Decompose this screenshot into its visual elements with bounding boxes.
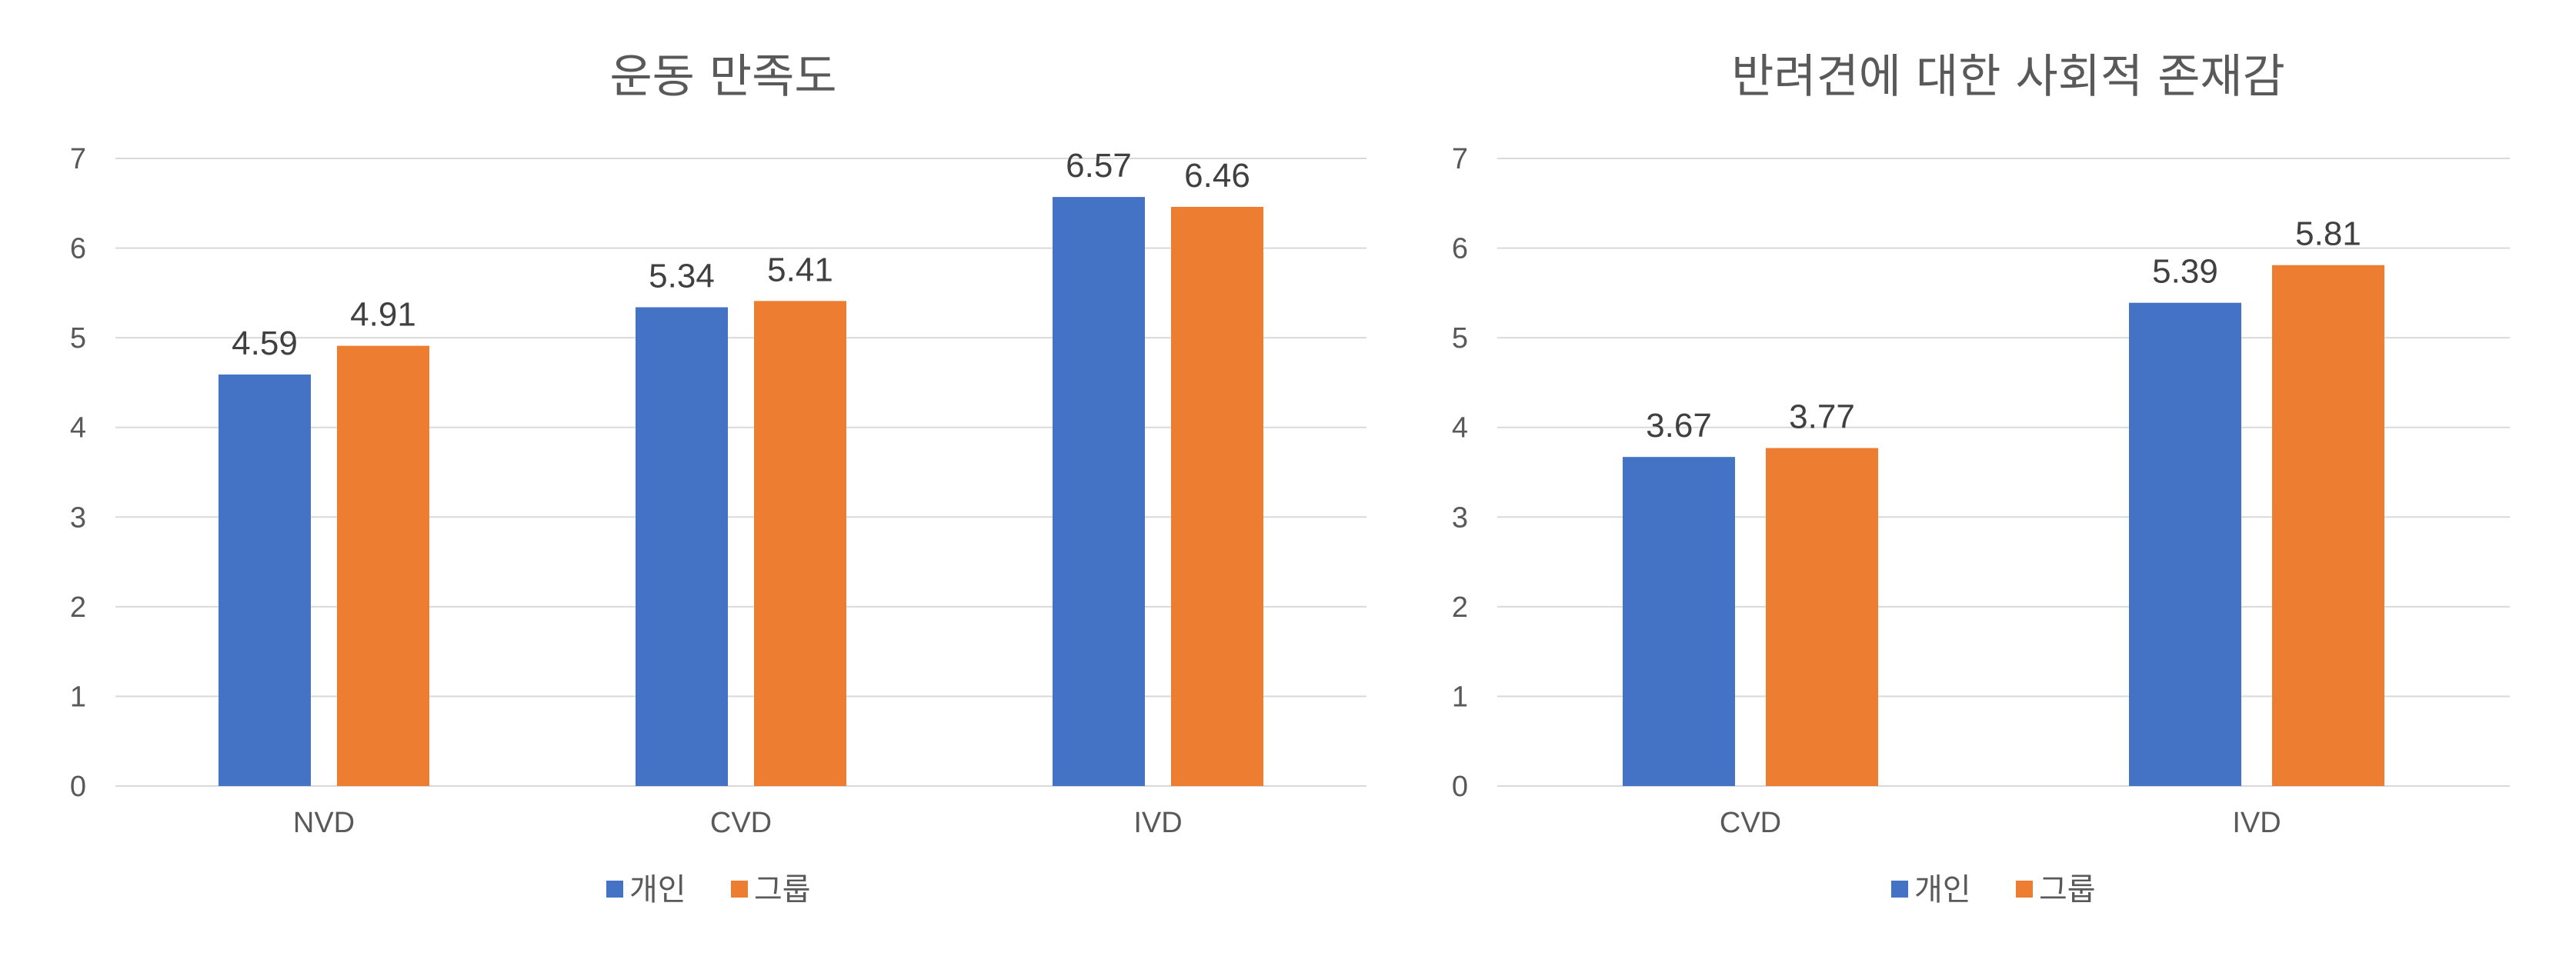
legend-label: 그룹: [754, 872, 811, 908]
y-tick-label: 2: [70, 591, 86, 624]
data-label: 5.41: [767, 251, 833, 288]
chart-exercise-satisfaction: 운동 만족도 0 1 2 3 4 5 6 7 4.59 4.91 NVD 5.34 5.41 CVD 6.57…: [70, 50, 1366, 908]
x-category-label: IVD: [1133, 807, 1182, 839]
data-label: 6.57: [1066, 147, 1132, 185]
data-label: 5.39: [2152, 253, 2218, 291]
y-tick-label: 0: [1452, 771, 1468, 803]
bar-그룹-NVD: [337, 345, 429, 786]
legend-swatch: [731, 881, 748, 898]
x-category-label: CVD: [1720, 807, 1781, 839]
y-tick-label: 4: [1452, 412, 1468, 445]
legend-swatch: [606, 881, 623, 898]
bar-개인-NVD: [219, 374, 311, 786]
bar-그룹-CVD: [1766, 448, 1878, 786]
legend-swatch: [1891, 881, 1908, 898]
legend: 개인 그룹: [1891, 872, 2096, 908]
data-label: 3.77: [1789, 398, 1855, 436]
y-tick-label: 2: [1452, 591, 1468, 624]
y-tick-label: 3: [1452, 501, 1468, 534]
y-tick-label: 5: [70, 322, 86, 355]
y-tick-label: 1: [1452, 681, 1468, 713]
legend-label: 개인: [1914, 872, 1971, 908]
bar-개인-IVD: [2129, 302, 2241, 786]
data-label: 5.34: [649, 258, 715, 295]
y-tick-label: 7: [1452, 143, 1468, 175]
bar-개인-IVD: [1053, 197, 1145, 786]
x-category-label: IVD: [2232, 807, 2281, 839]
y-tick-label: 5: [1452, 322, 1468, 355]
bar-개인-CVD: [1623, 457, 1735, 786]
legend: 개인 그룹: [606, 872, 811, 908]
chart-title: 반려견에 대한 사회적 존재감: [1731, 50, 2285, 104]
data-label: 5.81: [2295, 215, 2361, 253]
data-label: 3.67: [1646, 407, 1712, 445]
y-tick-label: 0: [70, 771, 86, 803]
x-category-label: CVD: [710, 807, 772, 839]
y-tick-label: 6: [70, 233, 86, 265]
bar-그룹-IVD: [2272, 265, 2384, 787]
y-tick-label: 6: [1452, 233, 1468, 265]
chart-dog-social-presence: 반려견에 대한 사회적 존재감 0 1 2 3 4 5 6 7 3.67 3.77 CVD 5.39 5.…: [1452, 50, 2510, 908]
y-tick-label: 1: [70, 681, 86, 713]
bar-그룹-IVD: [1171, 206, 1263, 786]
chart-title: 운동 만족도: [609, 50, 836, 104]
legend-label: 개인: [629, 872, 686, 908]
data-label: 4.91: [350, 296, 416, 334]
y-tick-label: 4: [70, 412, 86, 445]
y-tick-label: 3: [70, 501, 86, 534]
y-tick-label: 7: [70, 143, 86, 175]
bar-그룹-CVD: [754, 301, 846, 786]
bar-개인-CVD: [636, 307, 728, 787]
legend-label: 그룹: [2039, 872, 2096, 908]
data-label: 4.59: [232, 325, 298, 362]
data-label: 6.46: [1184, 157, 1250, 195]
x-category-label: NVD: [293, 807, 355, 839]
legend-swatch: [2016, 881, 2033, 898]
